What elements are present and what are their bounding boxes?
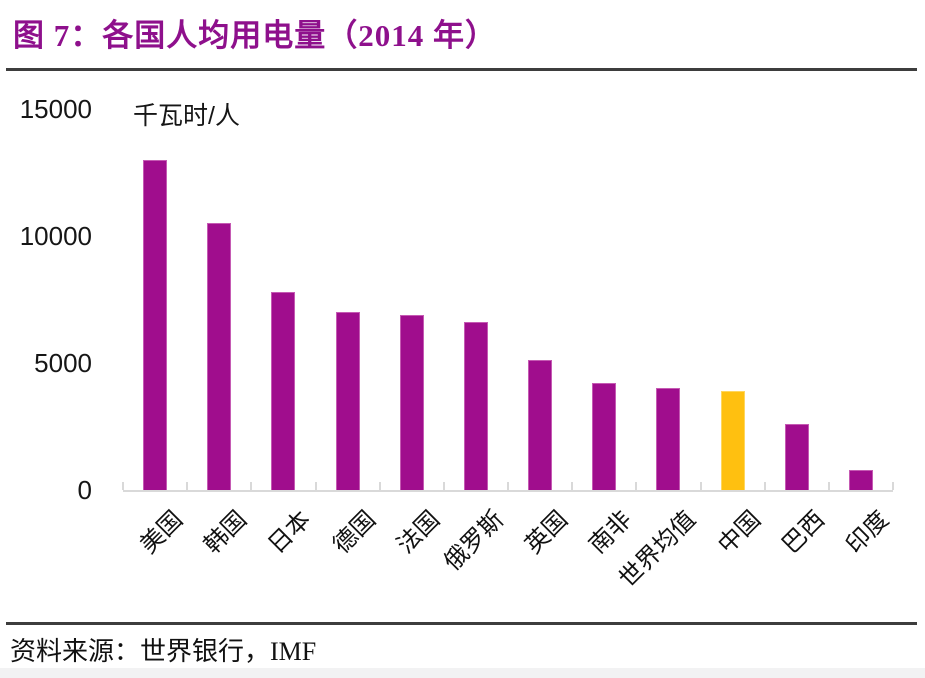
figure-title: 图 7：各国人均用电量（2014 年） (13, 18, 497, 53)
bar-中国 (720, 391, 745, 490)
bar-韩国 (207, 223, 232, 490)
bar-法国 (399, 315, 424, 490)
bar-南非 (592, 383, 617, 490)
x-label-俄罗斯: 俄罗斯 (438, 505, 509, 576)
y-tick-label-5000: 5000 (34, 348, 92, 378)
x-label-英国: 英国 (520, 505, 574, 559)
y-tick-label-10000: 10000 (19, 221, 92, 251)
x-axis-tick (699, 482, 702, 490)
bar-德国 (335, 312, 360, 490)
x-axis-line (123, 490, 893, 492)
x-axis-tick (635, 482, 638, 490)
bar-俄罗斯 (463, 322, 488, 490)
y-tick-label-15000: 15000 (19, 94, 92, 124)
bar-英国 (528, 360, 553, 490)
bar-日本 (271, 292, 296, 490)
x-label-韩国: 韩国 (199, 505, 253, 559)
x-axis-tick (763, 482, 766, 490)
x-label-美国: 美国 (135, 505, 189, 559)
bar-世界均值 (656, 388, 681, 490)
x-axis-tick (892, 482, 894, 490)
bar-巴西 (784, 424, 809, 490)
data-source-note: 资料来源：世界银行，IMF (10, 637, 317, 666)
title-separator-line (6, 68, 917, 71)
bottom-edge-strip (0, 668, 925, 678)
x-label-印度: 印度 (840, 505, 894, 559)
x-axis-tick (186, 482, 189, 490)
x-axis-tick (250, 482, 253, 490)
x-label-中国: 中国 (712, 505, 766, 559)
y-tick-label-0: 0 (77, 475, 92, 505)
x-axis-tick (314, 482, 317, 490)
footer-separator-line (6, 622, 917, 625)
bar-美国 (143, 160, 168, 490)
bar-印度 (848, 470, 873, 490)
x-axis-tick (507, 482, 509, 490)
x-axis-tick (378, 482, 381, 490)
x-axis-tick (571, 482, 574, 490)
x-label-日本: 日本 (263, 505, 317, 559)
x-label-德国: 德国 (327, 505, 381, 559)
y-axis-unit-label: 千瓦时/人 (133, 102, 240, 130)
x-axis-tick (122, 482, 124, 490)
x-axis-tick (442, 482, 445, 490)
x-axis-tick (827, 482, 830, 490)
x-label-巴西: 巴西 (776, 505, 830, 559)
